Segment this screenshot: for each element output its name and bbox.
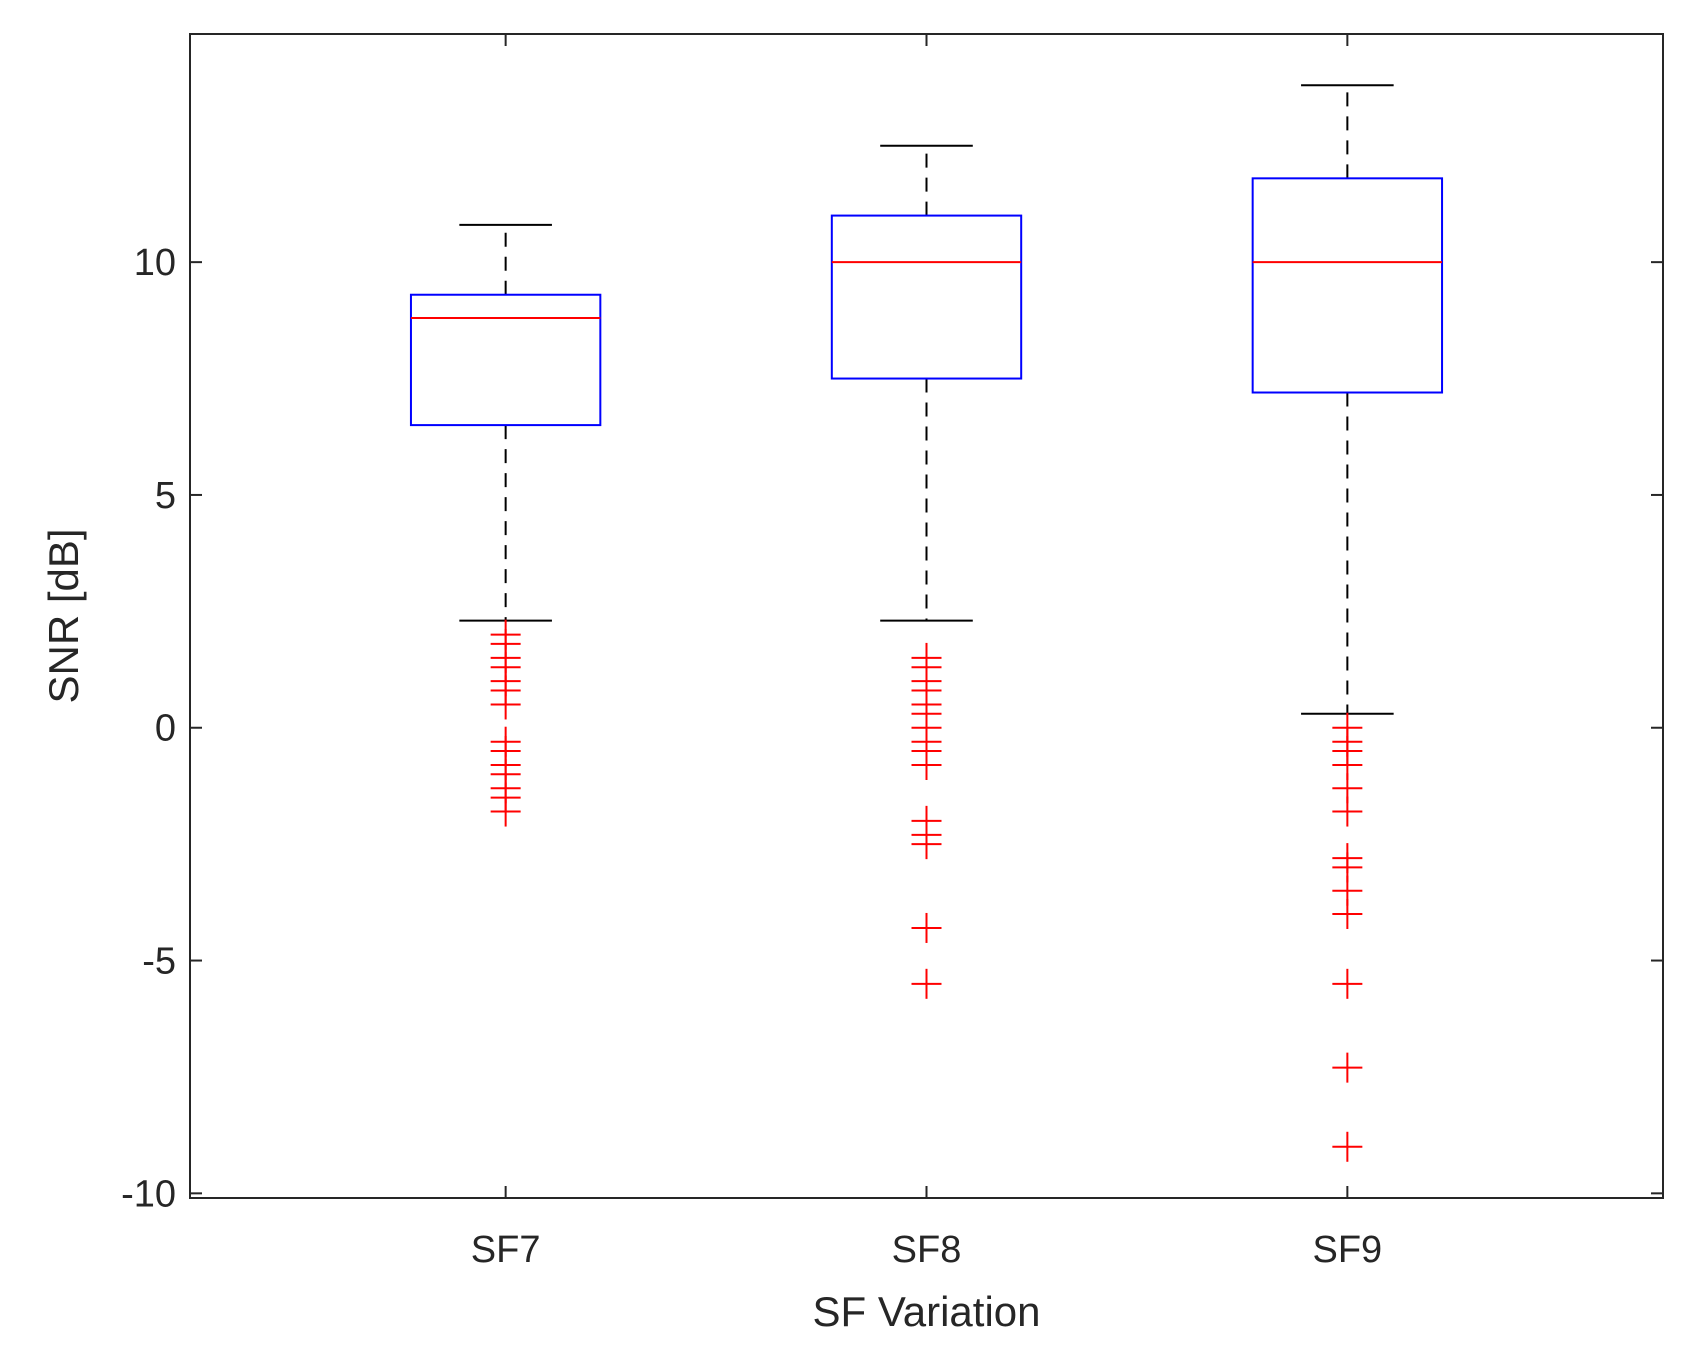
y-tick-label: 0 <box>155 708 176 750</box>
box-group-sf7 <box>409 223 602 827</box>
outliers <box>490 619 521 827</box>
y-axis-label: SNR [dB] <box>40 528 87 703</box>
iqr-box <box>409 293 602 427</box>
y-tick-label: -5 <box>142 941 176 983</box>
y-tick-label: 10 <box>134 242 176 284</box>
outlier-marker <box>1332 796 1363 827</box>
x-tick-label: SF8 <box>892 1229 962 1271</box>
outliers <box>911 642 942 999</box>
outlier-marker <box>911 968 942 999</box>
iqr-box <box>1251 177 1444 394</box>
box-group-sf8 <box>830 144 1023 999</box>
y-tick-label: 5 <box>155 475 176 517</box>
outlier-marker <box>490 796 521 827</box>
axis-labels: SF Variation SNR [dB] <box>40 528 1041 1335</box>
outlier-marker <box>1332 968 1363 999</box>
outliers <box>1332 712 1363 1162</box>
outlier-marker <box>911 829 942 860</box>
x-tick-label: SF7 <box>471 1229 541 1271</box>
chart-marks <box>409 84 1444 1162</box>
x-axis-label: SF Variation <box>813 1288 1041 1335</box>
outlier-marker <box>911 912 942 943</box>
x-tick-label: SF9 <box>1313 1229 1383 1271</box>
outlier-marker <box>490 689 521 720</box>
y-tick-label: -10 <box>121 1173 176 1215</box>
outlier-marker <box>911 749 942 780</box>
box-group-sf9 <box>1251 84 1444 1162</box>
outlier-marker <box>1332 898 1363 929</box>
axis-ticks: -10 -5 0 5 10 SF7 SF8 SF9 <box>121 34 1663 1271</box>
outlier-marker <box>1332 1052 1363 1083</box>
iqr-box <box>830 214 1023 380</box>
outlier-marker <box>1332 1131 1363 1162</box>
